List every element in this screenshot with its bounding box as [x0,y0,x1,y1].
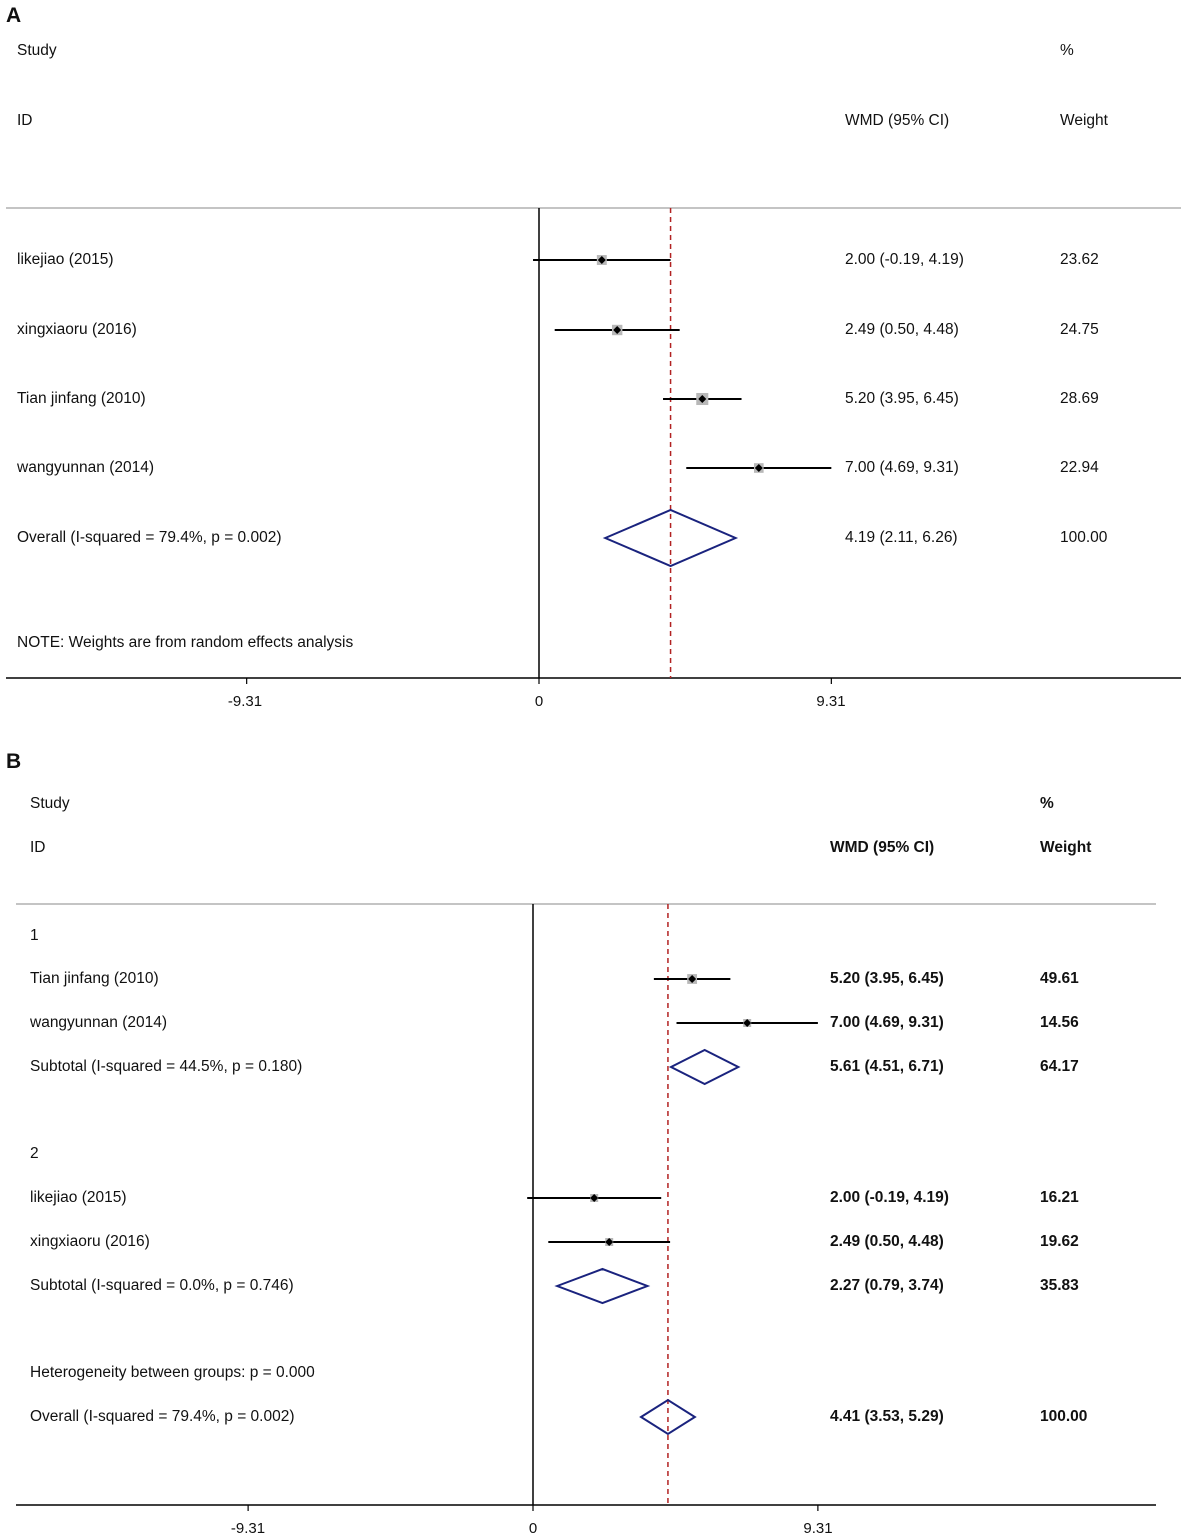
forest-plot-a: A Study ID WMD (95% CI) % Weight NOTE: W… [0,0,1186,730]
weight-value: 14.56 [1040,1014,1079,1031]
x-tick-label: 0 [528,1520,538,1537]
weight-value: 28.69 [1060,390,1099,407]
header-effect: WMD (95% CI) [845,112,950,129]
study-label: wangyunnan (2014) [30,1014,168,1031]
effect-estimate: 4.41 (3.53, 5.29) [830,1408,944,1425]
study-label: likejiao (2015) [30,1189,127,1206]
header-weight: Weight [1060,112,1108,129]
header-pct: % [1060,42,1074,59]
study-label: xingxiaoru (2016) [30,1233,150,1250]
effect-estimate: 2.49 (0.50, 4.48) [845,321,959,338]
effect-estimate: 2.49 (0.50, 4.48) [830,1233,944,1250]
study-label: Subtotal (I-squared = 44.5%, p = 0.180) [30,1058,303,1075]
weight-value: 23.62 [1060,251,1099,268]
header-study: Study [30,795,70,812]
header-pct: % [1040,795,1054,812]
effect-estimate: 4.19 (2.11, 6.26) [845,529,958,546]
point-estimate [613,326,622,334]
study-label: Tian jinfang (2010) [30,970,159,987]
heterogeneity-note: Heterogeneity between groups: p = 0.000 [30,1364,315,1381]
x-tick-label: -9.31 [227,693,263,710]
weight-value: 100.00 [1060,529,1108,546]
x-tick-label: -9.31 [230,1520,266,1537]
footnote: NOTE: Weights are from random effects an… [17,634,354,651]
effect-estimate: 7.00 (4.69, 9.31) [830,1014,944,1031]
weight-value: 49.61 [1040,970,1079,987]
forest-plot-b: B Study ID WMD (95% CI) % Weight Heterog… [0,750,1186,1540]
panel-label: B [6,750,22,773]
study-label: xingxiaoru (2016) [17,321,137,338]
point-estimate [590,1194,599,1202]
effect-estimate: 5.61 (4.51, 6.71) [830,1058,944,1075]
x-tick-label: 9.31 [816,693,846,710]
x-tick-label: 0 [534,693,544,710]
plot-area [6,207,1181,684]
subgroup-label: 1 [30,927,39,944]
header-id: ID [17,112,33,129]
effect-estimate: 2.00 (-0.19, 4.19) [830,1189,949,1206]
weight-value: 16.21 [1040,1189,1079,1206]
effect-estimate: 2.00 (-0.19, 4.19) [845,251,964,268]
point-estimate [754,464,763,472]
weight-value: 100.00 [1040,1408,1088,1425]
weight-value: 24.75 [1060,321,1099,338]
study-label: Tian jinfang (2010) [17,390,146,407]
effect-estimate: 5.20 (3.95, 6.45) [830,970,944,987]
weight-value: 64.17 [1040,1058,1079,1075]
overall-diamond [639,1398,697,1436]
study-label: likejiao (2015) [17,251,114,268]
plot-area [16,903,1156,1511]
effect-estimate: 5.20 (3.95, 6.45) [845,390,959,407]
study-label: Overall (I-squared = 79.4%, p = 0.002) [30,1408,295,1425]
weight-value: 19.62 [1040,1233,1079,1250]
study-label: wangyunnan (2014) [17,459,155,476]
effect-estimate: 7.00 (4.69, 9.31) [845,459,959,476]
header-study: Study [17,42,57,59]
subgroup-label: 2 [30,1145,39,1162]
panel-label: A [6,4,22,27]
point-estimate [688,975,697,983]
point-estimate [605,1238,614,1246]
weight-value: 35.83 [1040,1277,1079,1294]
study-label: Subtotal (I-squared = 0.0%, p = 0.746) [30,1277,294,1294]
header-weight: Weight [1040,839,1092,856]
header-effect: WMD (95% CI) [830,839,935,856]
weight-value: 22.94 [1060,459,1099,476]
point-estimate [597,256,606,264]
header-id: ID [30,839,46,856]
point-estimate [743,1019,752,1027]
x-tick-label: 9.31 [803,1520,833,1537]
subtotal-diamond [554,1267,651,1305]
subtotal-diamond [668,1048,741,1086]
study-label: Overall (I-squared = 79.4%, p = 0.002) [17,529,282,546]
effect-estimate: 2.27 (0.79, 3.74) [830,1277,944,1294]
overall-diamond [602,508,739,568]
point-estimate [698,395,707,403]
